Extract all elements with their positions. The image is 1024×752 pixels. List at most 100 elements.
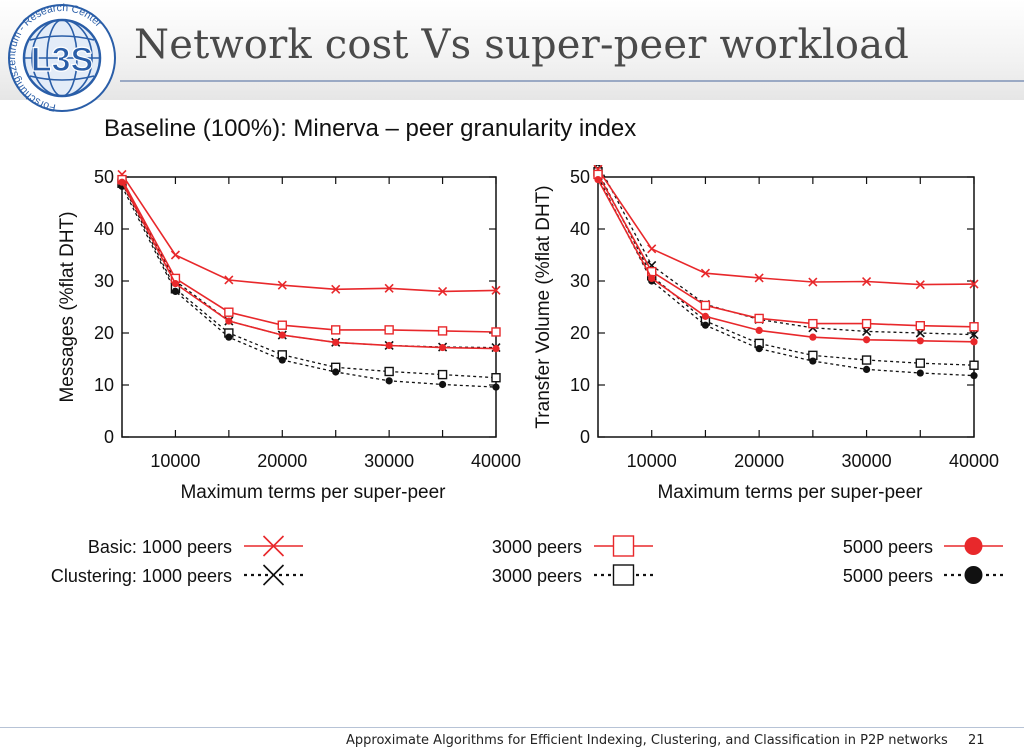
data-point-clustering-open-square <box>915 358 925 368</box>
y-tick-label: 10 <box>94 375 114 395</box>
data-point-clustering-filled-circle <box>492 383 500 391</box>
data-point-basic-filled-circle <box>755 326 763 334</box>
legend-marker <box>964 566 983 584</box>
data-point-basic-cross <box>277 280 287 290</box>
x-tick-label: 40000 <box>471 451 521 471</box>
data-point-basic-filled-circle <box>385 341 393 350</box>
data-point-clustering-filled-circle <box>701 321 710 329</box>
header-rule <box>120 80 1024 82</box>
data-point-basic-cross <box>915 280 925 290</box>
data-point-basic-cross <box>862 276 872 287</box>
data-point-basic-cross <box>647 244 657 254</box>
footer-rule <box>0 727 1024 728</box>
data-point-basic-open-square <box>915 321 925 331</box>
data-point-basic-open-square <box>861 318 872 329</box>
legend-marker <box>262 564 285 586</box>
x-tick-label: 30000 <box>364 451 414 471</box>
data-point-basic-open-square <box>969 322 979 332</box>
data-point-basic-open-square <box>700 300 711 311</box>
y-tick-label: 40 <box>570 219 590 239</box>
series-line-basic-open-square <box>597 174 975 328</box>
data-point-basic-open-square <box>277 320 287 330</box>
x-axis-title: Maximum terms per super-peer <box>180 482 446 503</box>
data-point-clustering-filled-circle <box>171 287 180 295</box>
data-point-basic-cross <box>754 273 764 283</box>
data-point-basic-cross <box>438 286 448 296</box>
data-point-clustering-open-square <box>861 355 872 365</box>
data-point-basic-filled-circle <box>970 338 978 346</box>
y-tick-label: 20 <box>570 323 590 343</box>
legend-entry: 3000 peers <box>492 564 653 586</box>
data-point-clustering-filled-circle <box>385 377 393 385</box>
series-line-clustering-cross <box>597 165 975 336</box>
series-line-clustering-filled-circle <box>597 176 975 377</box>
page-number: 21 <box>968 733 985 748</box>
data-point-basic-open-square <box>224 307 234 317</box>
legend-entry: Basic: 1000 peers <box>88 535 303 557</box>
data-point-clustering-filled-circle <box>862 365 871 373</box>
data-point-basic-cross <box>808 277 818 287</box>
data-point-clustering-open-square <box>969 360 979 370</box>
y-tick-label: 40 <box>94 219 114 239</box>
legend-entry: 5000 peers <box>843 566 1003 586</box>
footer-text: Approximate Algorithms for Efficient Ind… <box>346 733 948 748</box>
y-axis-title: Messages (%flat DHT) <box>57 211 78 402</box>
data-point-basic-cross <box>331 284 341 294</box>
data-point-basic-open-square <box>384 325 394 335</box>
data-point-basic-cross <box>969 279 979 289</box>
series-line-clustering-open-square <box>597 171 975 366</box>
data-point-basic-filled-circle <box>225 317 233 325</box>
y-tick-label: 50 <box>570 167 590 187</box>
messages-chart: 0 10 20 30 40 50 10000 20000 30000 40000 Maximum t… <box>57 167 521 503</box>
data-point-clustering-filled-circle <box>916 369 924 377</box>
data-point-basic-open-square <box>331 325 341 335</box>
data-point-clustering-filled-circle <box>278 356 286 364</box>
header-band <box>0 0 1024 100</box>
y-axis-title: Transfer Volume (%flat DHT) <box>533 185 554 428</box>
data-point-clustering-cross <box>969 329 979 340</box>
chart-legend: Basic: 1000 peers Clustering: 1000 peers 3… <box>51 535 1003 586</box>
data-point-basic-filled-circle <box>701 312 710 320</box>
data-point-basic-filled-circle <box>916 337 924 345</box>
y-tick-label: 20 <box>94 323 114 343</box>
legend-entry: 3000 peers <box>492 535 653 557</box>
data-point-basic-filled-circle <box>278 331 286 339</box>
data-point-basic-filled-circle <box>862 336 871 344</box>
plot-frame <box>121 176 497 438</box>
data-point-basic-cross <box>384 283 394 293</box>
data-point-basic-filled-circle <box>594 176 602 184</box>
series-line-basic-cross <box>597 168 975 286</box>
series-line-basic-open-square <box>121 179 497 333</box>
data-point-clustering-open-square <box>384 366 394 377</box>
slide-title: Network cost Vs super-peer workload <box>134 22 910 68</box>
data-point-clustering-filled-circle <box>970 372 978 380</box>
data-point-clustering-filled-circle <box>225 333 233 341</box>
x-tick-label: 20000 <box>734 451 784 471</box>
data-point-basic-filled-circle <box>171 280 180 288</box>
y-tick-label: 0 <box>104 427 114 447</box>
series-line-clustering-open-square <box>121 182 497 379</box>
data-point-clustering-filled-circle <box>755 345 763 353</box>
data-point-basic-filled-circle <box>118 178 126 186</box>
data-point-basic-cross <box>224 275 234 285</box>
series-line-basic-filled-circle <box>121 181 497 350</box>
data-point-clustering-filled-circle <box>332 368 340 376</box>
legend-marker <box>612 535 635 557</box>
data-point-clustering-filled-circle <box>809 357 817 365</box>
legend-marker <box>964 537 983 555</box>
data-point-basic-open-square <box>437 326 448 336</box>
data-point-basic-open-square <box>754 313 764 324</box>
data-point-basic-filled-circle <box>492 345 500 353</box>
data-point-basic-cross <box>170 250 180 260</box>
data-point-basic-open-square <box>491 327 501 337</box>
logo-letters: L3S <box>31 41 93 79</box>
x-tick-label: 20000 <box>257 451 307 471</box>
l3s-globe-logo-icon: Forschungszentrum - Research Center L3S <box>6 2 116 114</box>
y-tick-label: 30 <box>570 271 590 291</box>
y-tick-label: 30 <box>94 271 114 291</box>
data-point-basic-filled-circle <box>332 338 340 346</box>
x-tick-label: 10000 <box>150 451 200 471</box>
data-point-basic-filled-circle <box>648 274 656 282</box>
legend-marker <box>262 535 285 557</box>
data-point-clustering-open-square <box>437 369 448 380</box>
